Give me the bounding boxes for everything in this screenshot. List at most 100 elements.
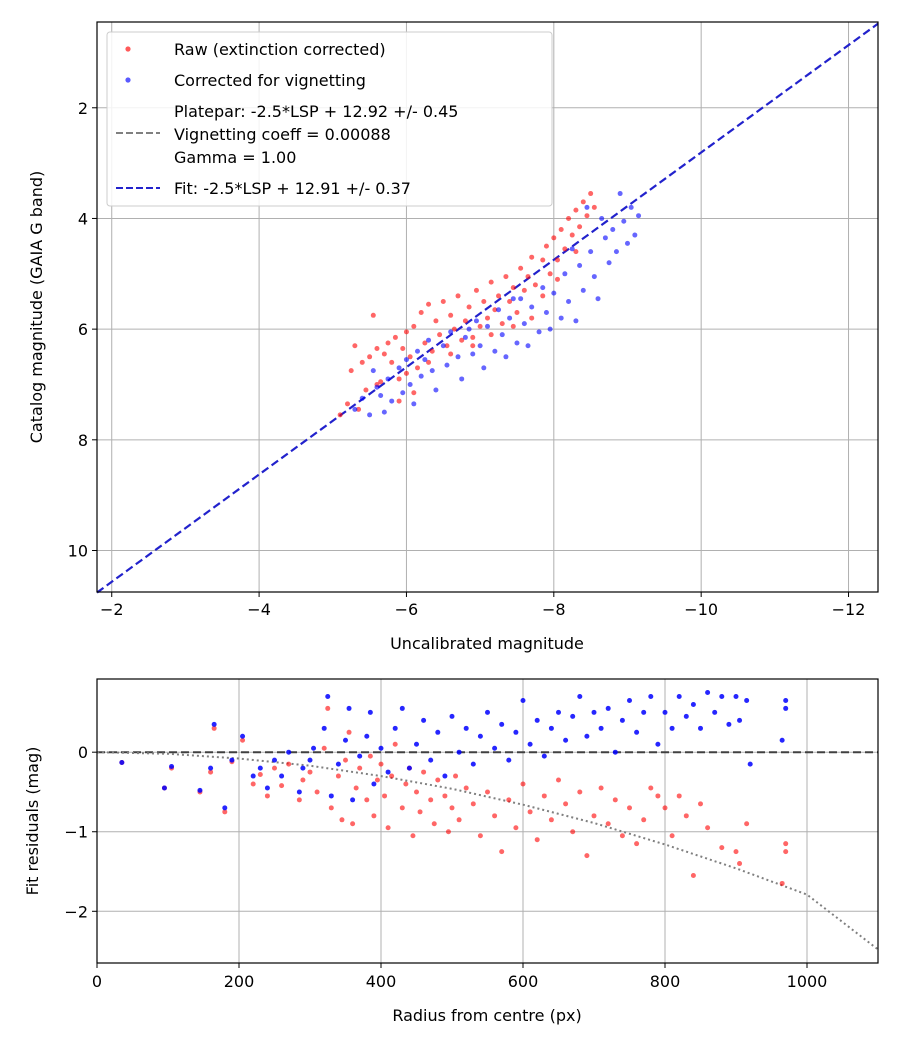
raw-residual-point xyxy=(385,825,391,831)
raw-point xyxy=(459,337,465,343)
vignetting-curve xyxy=(96,751,879,951)
corrected-residual-point xyxy=(197,787,203,793)
corrected-residual-point xyxy=(783,705,789,711)
legend-fit-label: Fit: -2.5*LSP + 12.91 +/- 0.37 xyxy=(174,179,411,198)
raw-point xyxy=(558,227,564,233)
corrected-point xyxy=(429,368,435,374)
corrected-point xyxy=(584,204,590,210)
raw-residual-point xyxy=(417,809,423,815)
raw-residual-point xyxy=(378,761,384,767)
raw-residual-point xyxy=(399,805,405,811)
raw-residual-point xyxy=(222,809,228,815)
corrected-point xyxy=(381,409,387,415)
corrected-residual-point xyxy=(779,737,785,743)
corrected-point xyxy=(636,213,642,219)
corrected-residual-point xyxy=(726,721,732,727)
raw-point xyxy=(370,312,376,318)
raw-residual-point xyxy=(325,705,331,711)
raw-point xyxy=(521,287,527,293)
legend-raw-label: Raw (extinction corrected) xyxy=(174,40,386,59)
raw-residual-point xyxy=(641,817,647,823)
corrected-residual-point xyxy=(683,713,689,719)
top-x-tick-label: −8 xyxy=(542,600,566,619)
raw-residual-point xyxy=(619,833,625,839)
corrected-residual-point xyxy=(690,701,696,707)
raw-residual-point xyxy=(499,849,505,855)
raw-residual-point xyxy=(403,781,409,787)
raw-residual-point xyxy=(676,793,682,799)
legend-raw-marker xyxy=(125,46,131,52)
corrected-point xyxy=(599,215,605,221)
corrected-point xyxy=(448,329,454,335)
raw-residual-point xyxy=(346,729,352,735)
corrected-residual-point xyxy=(311,745,317,751)
corrected-point xyxy=(374,384,380,390)
raw-residual-point xyxy=(485,789,490,795)
raw-point xyxy=(573,207,579,213)
corrected-point xyxy=(529,304,535,310)
raw-residual-point xyxy=(353,785,359,791)
corrected-residual-point xyxy=(428,757,434,763)
raw-residual-point xyxy=(307,769,313,775)
corrected-point xyxy=(551,290,557,296)
corrected-residual-point xyxy=(527,741,533,747)
corrected-residual-point xyxy=(641,709,647,715)
raw-point xyxy=(448,312,454,318)
raw-residual-point xyxy=(257,771,263,777)
raw-point xyxy=(470,343,476,349)
legend-gamma-label: Gamma = 1.00 xyxy=(174,148,296,167)
corrected-residual-point xyxy=(655,741,661,747)
raw-point xyxy=(418,310,424,316)
raw-point xyxy=(426,301,432,307)
corrected-point xyxy=(415,348,421,354)
raw-residual-point xyxy=(612,797,618,803)
raw-residual-point xyxy=(591,813,597,819)
corrected-residual-point xyxy=(250,773,256,779)
corrected-residual-point xyxy=(325,694,331,700)
raw-residual-point xyxy=(705,825,711,831)
corrected-residual-point xyxy=(321,725,327,731)
raw-point xyxy=(588,191,594,197)
corrected-residual-point xyxy=(669,725,675,731)
raw-residual-point xyxy=(296,797,302,803)
corrected-residual-point xyxy=(744,697,750,703)
corrected-point xyxy=(514,340,520,346)
corrected-residual-point xyxy=(783,697,789,703)
raw-residual-point xyxy=(541,793,547,799)
corrected-residual-point xyxy=(541,753,547,759)
top-y-tick-label: 8 xyxy=(78,431,88,450)
corrected-point xyxy=(580,287,586,293)
raw-point xyxy=(411,323,417,329)
raw-residual-point xyxy=(513,825,519,831)
raw-residual-point xyxy=(548,817,554,823)
top-lines xyxy=(96,22,879,594)
raw-residual-point xyxy=(520,781,526,787)
raw-point xyxy=(385,340,391,346)
corrected-residual-point xyxy=(598,725,604,731)
raw-residual-point xyxy=(698,801,703,807)
corrected-residual-point xyxy=(399,705,405,711)
corrected-residual-point xyxy=(485,709,490,715)
corrected-point xyxy=(367,412,373,418)
corrected-point xyxy=(485,323,490,329)
raw-point xyxy=(573,249,579,255)
corrected-residual-point xyxy=(619,717,625,723)
raw-point xyxy=(396,398,402,404)
raw-residual-point xyxy=(534,837,540,843)
corrected-point xyxy=(492,348,498,354)
corrected-point xyxy=(422,357,428,363)
corrected-residual-point xyxy=(492,745,498,751)
corrected-residual-point xyxy=(357,753,363,759)
raw-residual-point xyxy=(435,777,441,783)
corrected-residual-point xyxy=(378,745,384,751)
raw-residual-point xyxy=(339,817,345,823)
corrected-point xyxy=(440,343,446,349)
raw-residual-point xyxy=(737,861,743,867)
raw-point xyxy=(510,323,516,329)
raw-residual-point xyxy=(442,793,448,799)
corrected-point xyxy=(588,249,594,255)
top-y-tick-label: 4 xyxy=(78,209,88,228)
raw-residual-point xyxy=(335,773,341,779)
raw-point xyxy=(400,346,406,352)
corrected-point xyxy=(591,274,597,280)
